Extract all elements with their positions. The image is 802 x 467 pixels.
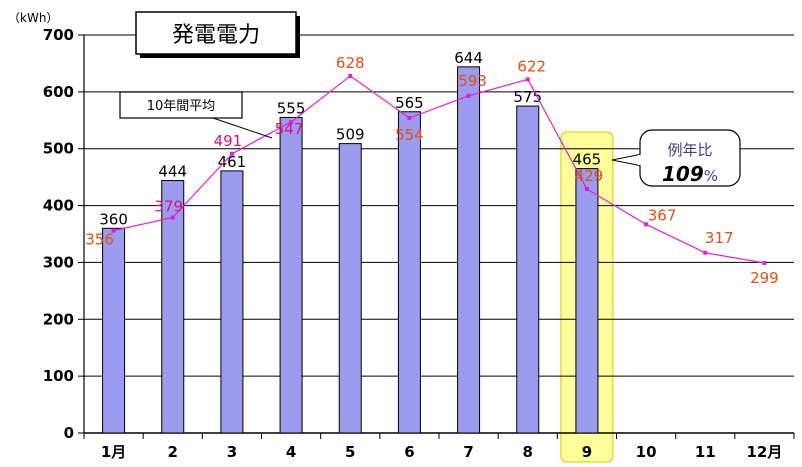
ratio-unit: % [704,167,718,185]
x-tick-label: 6 [404,443,414,461]
bar [161,180,185,434]
bar [102,227,126,434]
average-line-series [111,73,767,265]
x-tick-label: 9 [582,443,592,461]
bar [516,105,540,434]
bar [575,168,599,434]
y-tick-label: 200 [43,310,74,328]
average-point [111,228,116,233]
average-point [229,151,234,156]
bar-value-label: 565 [395,94,424,112]
y-tick-label: 300 [43,253,74,271]
average-value-label: 491 [214,132,243,150]
average-point [525,77,530,82]
bar-value-label: 644 [454,49,483,67]
chart-title: 発電電力 [172,23,260,48]
x-tick-label: 5 [345,443,355,461]
ratio-value: 109 [662,162,704,186]
bar [397,111,421,434]
bar-series [102,66,599,434]
average-value-label: 379 [154,198,183,216]
y-tick-label: 500 [43,140,74,158]
x-tick-label: 8 [523,443,533,461]
bar-value-label: 461 [218,153,247,171]
y-tick-label: 0 [64,424,74,442]
y-tick-label: 100 [43,367,74,385]
y-tick-label: 600 [43,83,74,101]
average-value-label: 628 [336,54,365,72]
average-point [703,250,708,255]
average-point [644,222,649,227]
x-tick-label: 7 [463,443,473,461]
average-series-name: 10年間平均 [147,99,216,114]
bar-value-label: 360 [99,210,128,228]
bar [279,116,303,434]
x-tick-label: 10 [636,443,657,461]
average-value-label: 554 [395,126,424,144]
x-tick-label: 11 [695,443,716,461]
bar-value-label: 555 [277,99,306,117]
y-tick-label: 400 [43,197,74,215]
bar [220,170,244,434]
average-value-labels: 356 379 491 547 628 554 593 622 429 367 317 299 [85,54,778,287]
x-tick-label: 2 [168,443,178,461]
average-value-label: 547 [275,120,304,138]
average-point [170,215,175,220]
average-value-label: 429 [575,167,604,185]
y-unit-label: （kWh） [8,11,58,25]
average-value-label: 622 [517,57,546,75]
ratio-label: 例年比 [667,141,712,159]
average-point [762,260,767,265]
average-value-label: 593 [458,72,487,90]
y-tick-label: 700 [43,26,74,44]
x-tick-label: 3 [227,443,237,461]
average-value-label: 367 [648,206,677,224]
average-point [584,187,589,192]
bar-value-label: 444 [158,163,187,181]
x-tick-label: 4 [286,443,296,461]
x-axis-ticks: 1月 2 3 4 5 6 7 8 9 10 11 12月 [83,433,795,461]
bar-value-label: 509 [336,126,365,144]
bar-value-label: 465 [573,151,602,169]
y-axis-ticks: 0 100 200 300 400 500 600 700 [43,26,84,442]
ratio-text: 109% [662,162,718,186]
average-point [289,119,294,124]
average-point [407,116,412,121]
bar [338,143,362,434]
average-callout: 10年間平均 [119,91,273,139]
ratio-callout: 例年比 109% [611,129,741,187]
average-line [113,75,765,264]
chart-title-box: 発電電力 [135,11,300,58]
x-tick-label: 12月 [746,443,782,461]
average-value-label: 356 [85,231,114,249]
average-value-label: 299 [750,269,779,287]
average-point [348,73,353,78]
average-value-label: 317 [705,229,734,247]
bar [457,66,481,434]
x-tick-label: 1月 [101,443,126,461]
average-point [466,93,471,98]
